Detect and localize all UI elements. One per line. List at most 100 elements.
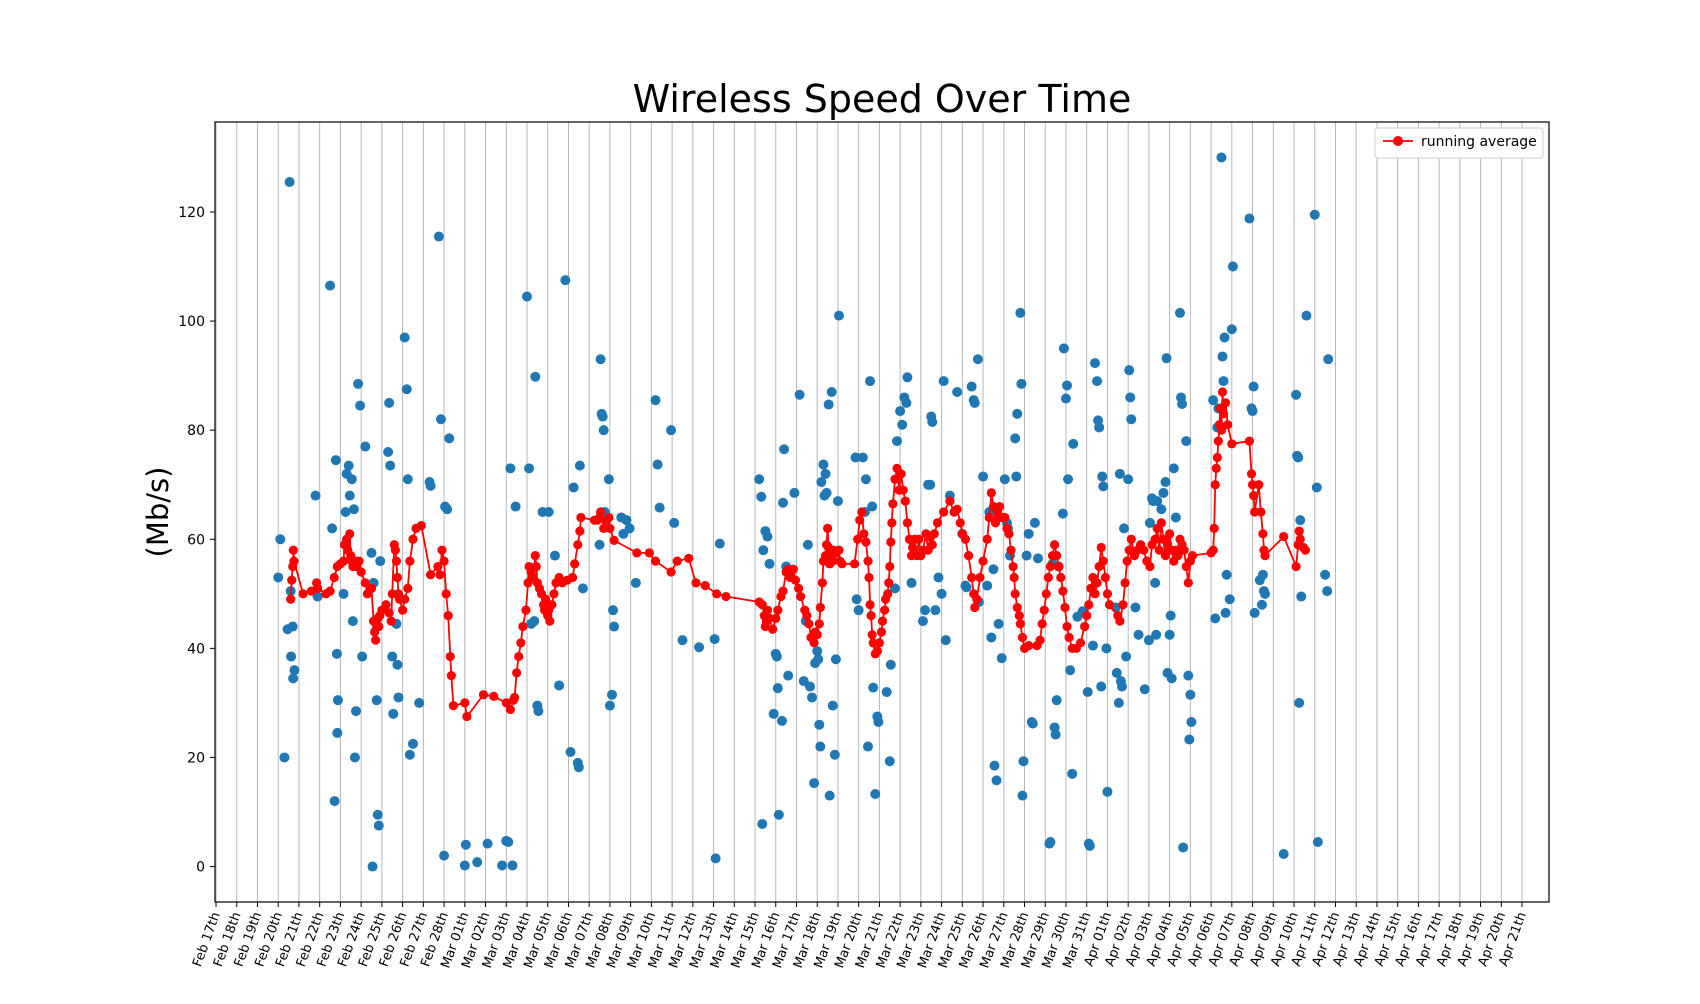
running-average-point [927,540,937,550]
measurement-point [1244,213,1255,224]
measurement-point [273,572,284,583]
measurement-point [348,504,359,515]
running-average-point [354,556,364,566]
running-average-point [604,512,614,523]
y-tick-label: 0 [196,860,205,876]
measurement-point [757,819,768,829]
measurement-point [1220,607,1231,618]
measurement-point [350,706,361,717]
measurement-point [710,853,721,864]
measurement-point [789,487,800,498]
running-average-point [1090,589,1100,599]
running-average-point [366,583,377,593]
running-average-point [945,496,955,506]
measurement-point [549,550,560,561]
measurement-point [1164,629,1175,640]
measurement-point [972,354,983,365]
measurement-point [594,539,605,550]
measurement-point [459,860,470,871]
legend-box [1374,127,1544,159]
measurement-point [1257,569,1268,580]
measurement-point [764,558,775,569]
running-average-point [462,711,472,722]
running-average-point [1100,572,1110,583]
running-average-point [650,556,661,566]
running-average-point [425,570,436,580]
measurement-point [991,775,1002,786]
measurement-point [813,654,824,665]
running-average-point [403,583,413,593]
running-average-point [804,619,814,629]
measurement-point [1021,550,1032,561]
running-average-point [287,575,297,585]
measurement-point [669,517,680,528]
running-average-point [960,534,971,544]
running-average-point [1054,561,1064,572]
running-average-point [1045,561,1056,572]
running-average-point [859,529,869,539]
running-average-point [1006,545,1016,555]
measurement-point [573,762,584,773]
measurement-point [815,741,826,752]
running-average-point [1173,551,1183,561]
measurement-point [1015,307,1026,318]
running-average-point [967,572,977,583]
measurement-point [332,695,343,706]
running-average-point [445,651,455,662]
running-average-point [545,616,555,626]
running-average-point [700,581,710,591]
measurement-point [1082,687,1093,697]
measurement-point [1309,209,1320,220]
running-average-point [1183,578,1193,588]
measurement-point [762,531,773,542]
running-average-point [509,692,520,703]
measurement-point [867,501,878,512]
measurement-point [892,436,903,447]
measurement-point [993,618,1004,629]
measurement-point [1023,528,1034,539]
running-average-point [888,499,898,509]
running-average-point [975,572,985,583]
measurement-point [1181,436,1192,447]
running-average-point [575,526,585,536]
measurement-point [384,397,395,408]
measurement-point [832,496,843,507]
measurement-point [472,857,483,868]
measurement-point [1311,482,1322,493]
running-average-point [884,578,894,588]
running-average-point [384,608,394,618]
measurement-point [521,291,532,302]
running-average-point [828,556,838,566]
measurement-point [1058,343,1069,354]
running-average-point [1058,586,1068,596]
measurement-point [1111,667,1122,678]
measurement-point [621,515,632,526]
plot-frame [214,121,1550,903]
measurement-point [779,444,790,455]
measurement-point [505,463,516,474]
running-average-point [864,572,874,583]
measurement-point [820,468,831,479]
running-average-point [1017,632,1028,643]
y-tick-label: 100 [178,314,205,330]
running-average-point [521,605,531,615]
running-average-point [286,594,296,604]
measurement-point [1216,152,1227,163]
measurement-point [460,839,471,850]
running-average-point [1160,551,1171,561]
measurement-point [1227,261,1238,272]
measurement-point [338,588,349,599]
measurement-point [884,756,895,767]
measurement-point [340,507,351,517]
running-average-point [441,589,451,599]
measurement-point [1291,389,1302,400]
measurement-point [940,635,951,646]
running-average-point [416,521,426,531]
measurement-point [988,564,999,575]
measurement-point [1067,768,1078,779]
running-average-point [982,534,992,544]
running-average-point [849,559,860,569]
measurement-point [1166,673,1177,684]
running-average-point [505,704,516,715]
